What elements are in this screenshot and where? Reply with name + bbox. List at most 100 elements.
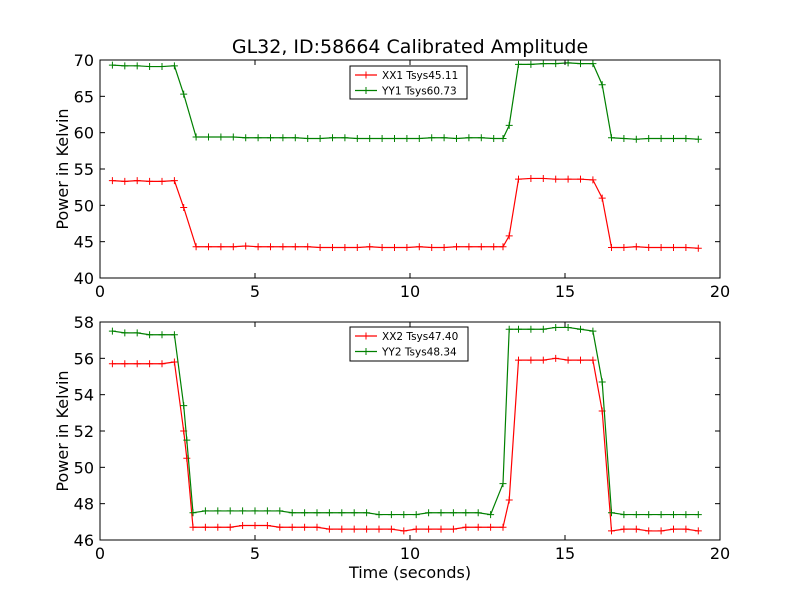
data-point xyxy=(288,509,296,517)
data-point xyxy=(564,356,572,364)
data-point xyxy=(170,177,178,185)
data-point xyxy=(608,509,615,517)
series-2 xyxy=(108,323,702,519)
data-point xyxy=(515,60,522,68)
data-point xyxy=(229,243,237,251)
data-point xyxy=(291,243,299,251)
data-point xyxy=(205,133,212,141)
data-point xyxy=(477,243,485,251)
data-point xyxy=(462,523,470,531)
data-point xyxy=(453,134,460,142)
data-point xyxy=(465,134,473,142)
data-point xyxy=(189,523,197,531)
data-point xyxy=(505,325,513,333)
data-point xyxy=(108,327,116,335)
data-point xyxy=(133,360,141,368)
data-point xyxy=(391,243,398,251)
data-point xyxy=(146,63,154,71)
data-point xyxy=(338,509,346,517)
data-point xyxy=(608,527,615,535)
data-point xyxy=(490,134,498,142)
data-point xyxy=(192,133,200,141)
legend-label: YY1 Tsys60.73 xyxy=(381,86,457,98)
data-point xyxy=(366,134,374,142)
x-tick-label: 20 xyxy=(710,282,730,301)
data-point xyxy=(146,177,154,185)
data-point xyxy=(428,243,436,251)
data-point xyxy=(192,243,200,251)
x-tick-label: 0 xyxy=(95,544,105,563)
data-point xyxy=(133,329,141,337)
data-point xyxy=(403,243,411,251)
data-point xyxy=(682,511,690,519)
data-point xyxy=(133,62,141,70)
legend-label: XX1 Tsys45.11 xyxy=(382,70,458,82)
legend-marker xyxy=(362,332,370,340)
data-point xyxy=(589,356,597,364)
data-point xyxy=(499,523,507,531)
data-point xyxy=(425,525,433,533)
data-point xyxy=(366,243,374,251)
data-point xyxy=(412,525,420,533)
data-point xyxy=(682,134,690,142)
data-point xyxy=(425,509,433,517)
legend-box xyxy=(349,65,468,100)
data-point xyxy=(589,60,597,68)
data-point xyxy=(505,496,513,504)
data-point xyxy=(338,525,346,533)
data-point xyxy=(276,523,284,531)
data-point xyxy=(527,60,535,68)
data-point xyxy=(108,61,116,69)
data-point xyxy=(229,133,237,141)
data-point xyxy=(201,523,209,531)
data-point xyxy=(645,511,653,519)
bottom-plot-panel: 0 5 10 15 20 46 48 50 52 54 56 58 Power in Kelvin Tim… xyxy=(53,313,730,582)
y-axis-label: Power in Kelvin xyxy=(53,108,72,229)
data-point xyxy=(670,525,677,533)
data-point xyxy=(499,134,507,142)
data-point xyxy=(564,175,572,183)
y-tick-label: 60 xyxy=(74,124,94,143)
data-point xyxy=(375,511,383,519)
data-point xyxy=(170,62,178,70)
data-point xyxy=(598,378,606,386)
data-point xyxy=(474,509,482,517)
x-tick-label: 15 xyxy=(555,544,575,563)
data-point xyxy=(251,521,259,529)
data-point xyxy=(279,134,287,142)
data-point xyxy=(539,174,547,182)
data-point xyxy=(350,525,358,533)
data-point xyxy=(474,523,482,531)
data-point xyxy=(694,244,702,252)
data-point xyxy=(552,175,560,183)
data-point xyxy=(158,177,166,185)
data-point xyxy=(242,134,250,142)
chart-title: GL32, ID:58664 Calibrated Amplitude xyxy=(232,36,588,58)
data-point xyxy=(487,523,495,531)
data-point xyxy=(291,134,299,142)
data-point xyxy=(564,323,572,331)
data-point xyxy=(316,134,324,142)
data-point xyxy=(146,331,154,339)
data-point xyxy=(180,402,188,410)
legend-item: YY2 Tsys48.34 xyxy=(355,347,457,359)
data-point xyxy=(527,174,535,182)
x-axis-label: Time (seconds) xyxy=(348,563,471,582)
data-point xyxy=(170,331,178,339)
data-point xyxy=(158,360,166,368)
data-point xyxy=(670,243,677,251)
data-point xyxy=(158,63,166,71)
data-point xyxy=(158,331,166,339)
series-1 xyxy=(108,354,702,535)
data-point xyxy=(415,243,423,251)
data-point xyxy=(505,121,513,129)
data-point xyxy=(670,511,677,519)
data-point xyxy=(329,134,336,142)
data-point xyxy=(267,243,274,251)
data-point xyxy=(313,523,321,531)
legend-marker xyxy=(362,87,370,94)
data-point xyxy=(440,134,448,142)
y-tick-label: 50 xyxy=(74,458,94,477)
data-point xyxy=(577,175,584,183)
data-point xyxy=(487,511,495,519)
